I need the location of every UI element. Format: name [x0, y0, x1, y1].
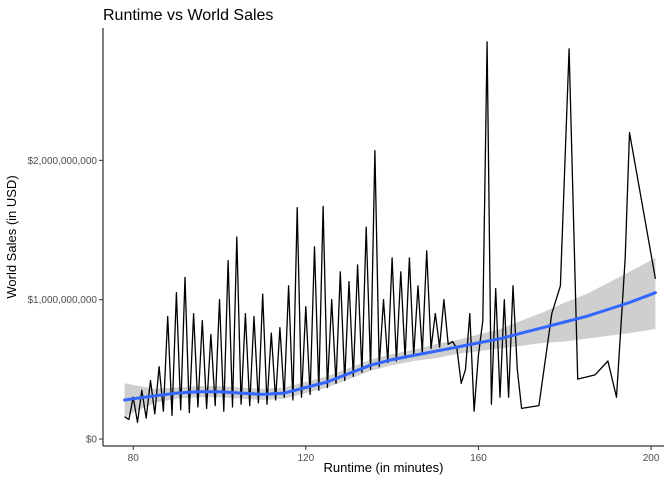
y-tick-label: $0 [86, 435, 98, 446]
smoothed-trend-line [123, 291, 657, 402]
x-tick-label: 200 [643, 453, 660, 464]
x-axis-title: Runtime (in minutes) [324, 460, 444, 475]
y-tick-label: $1,000,000,000 [27, 295, 97, 306]
y-ticks: $0 $1,000,000,000 $2,000,000,000 [27, 156, 103, 446]
x-tick-label: 120 [297, 453, 314, 464]
confidence-ribbon [124, 257, 656, 417]
y-axis-title: World Sales (in USD) [4, 175, 19, 298]
y-tick-label: $2,000,000,000 [27, 156, 97, 167]
chart-title: Runtime vs World Sales [103, 7, 273, 24]
x-tick-label: 80 [128, 453, 140, 464]
x-tick-label: 160 [470, 453, 487, 464]
x-ticks: 80 120 160 200 [128, 446, 660, 464]
plot-area [123, 41, 657, 423]
